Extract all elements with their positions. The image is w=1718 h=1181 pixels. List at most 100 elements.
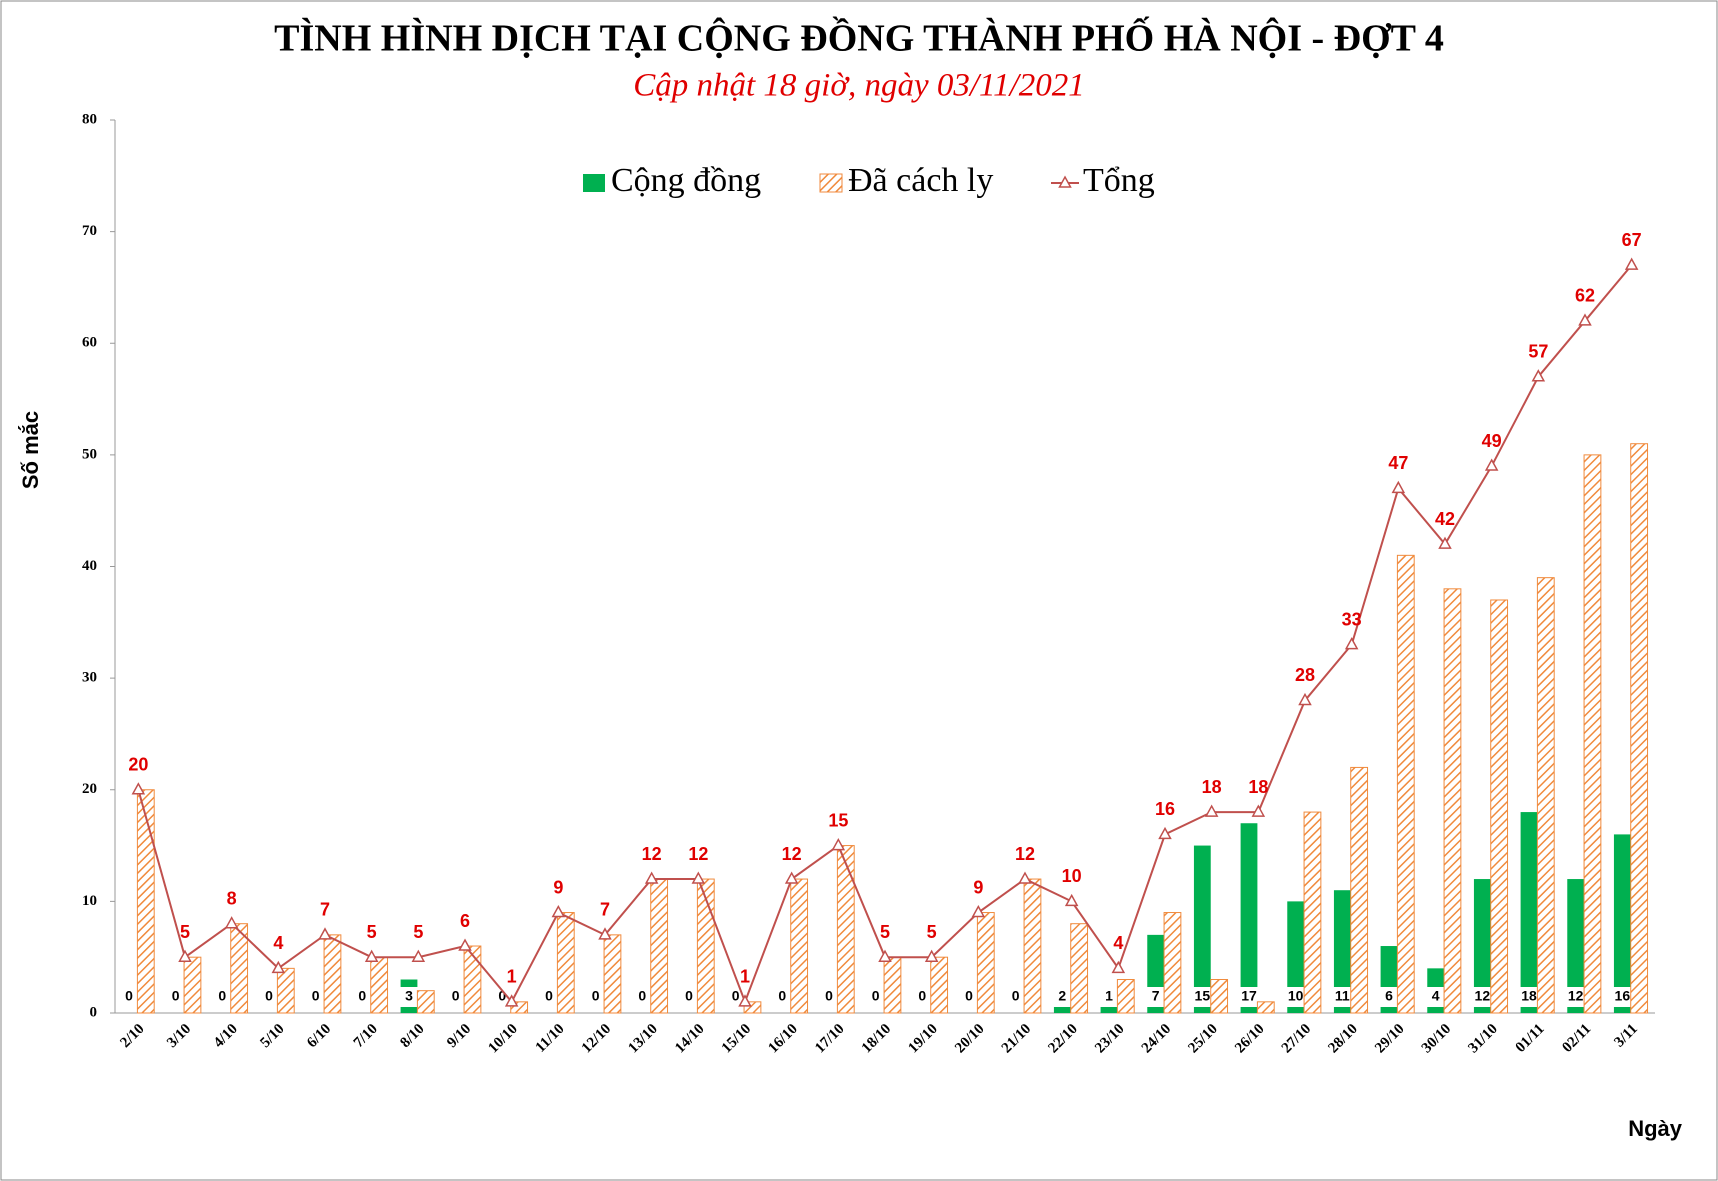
bar (1240, 823, 1258, 1013)
bar (743, 1001, 762, 1014)
bar (603, 934, 622, 1014)
value-label: 16 (1615, 988, 1631, 1004)
value-label: 6 (460, 911, 470, 931)
bar (1210, 979, 1229, 1014)
value-label: 18 (1521, 988, 1537, 1004)
value-label-box (1564, 987, 1587, 1007)
value-label-box (444, 987, 467, 1007)
value-label-box (911, 987, 934, 1007)
bar (136, 789, 155, 1014)
marker (878, 949, 892, 962)
value-label: 0 (498, 988, 506, 1004)
marker (1251, 804, 1266, 817)
value-label: 6 (1385, 988, 1393, 1004)
legend: Cộng đồng Đã cách ly Tổng (583, 162, 1155, 199)
marker (224, 916, 239, 929)
value-label: 0 (358, 988, 366, 1004)
value-label: 0 (965, 988, 973, 1004)
chart-title: TÌNH HÌNH DỊCH TẠI CỘNG ĐỒNG THÀNH PHỐ H… (274, 16, 1444, 60)
bar (370, 956, 389, 1014)
value-label-box (398, 987, 420, 1007)
value-label: 10 (1288, 988, 1304, 1004)
bar (1100, 1001, 1118, 1013)
bar (510, 1001, 529, 1014)
bar (463, 945, 482, 1014)
bar (1023, 878, 1042, 1014)
value-label-box (1424, 987, 1447, 1007)
value-label-box (211, 987, 234, 1007)
value-label: 17 (1241, 988, 1257, 1004)
value-label: 15 (828, 810, 848, 830)
marker (1158, 826, 1172, 840)
value-label-box (818, 987, 840, 1007)
value-label-box (304, 987, 327, 1007)
value-label: 9 (973, 877, 983, 897)
value-label: 0 (218, 988, 226, 1004)
value-label: 15 (1195, 988, 1211, 1004)
bar (1287, 901, 1305, 1013)
marker (318, 927, 332, 940)
value-label-box (1611, 987, 1634, 1007)
value-label: 49 (1482, 431, 1502, 451)
value-label: 47 (1388, 453, 1408, 473)
value-label: 4 (273, 933, 283, 953)
value-label: 0 (1012, 988, 1020, 1004)
bar (790, 878, 809, 1014)
marker (924, 949, 939, 962)
marker (131, 782, 146, 795)
legend-label: Tổng (1083, 162, 1155, 199)
value-label-box (1004, 987, 1027, 1007)
legend-marker (1058, 175, 1072, 188)
marker (1578, 313, 1592, 326)
value-label-box (1144, 987, 1167, 1007)
value-label: 33 (1342, 609, 1362, 629)
marker (738, 994, 752, 1007)
marker (551, 904, 566, 918)
y-tick-label: 80 (82, 111, 97, 127)
marker (504, 994, 519, 1007)
value-label-box (118, 987, 140, 1007)
marker (1438, 536, 1452, 549)
marker (644, 871, 659, 884)
marker (1624, 257, 1639, 270)
bar (1613, 834, 1631, 1013)
value-label: 0 (265, 988, 273, 1004)
value-label: 4 (1432, 988, 1440, 1004)
value-label: 0 (125, 988, 133, 1004)
value-label-box (1238, 987, 1260, 1007)
bar (976, 912, 995, 1014)
value-label-box (584, 987, 607, 1007)
value-label: 5 (180, 922, 190, 942)
value-label: 67 (1622, 230, 1642, 250)
value-label: 0 (825, 988, 833, 1004)
bar (1536, 577, 1555, 1014)
y-tick-label: 70 (82, 223, 97, 239)
value-label-box (1331, 987, 1354, 1007)
value-label-box (258, 987, 280, 1007)
value-label: 11 (1335, 988, 1350, 1004)
marker (1204, 804, 1219, 817)
marker (458, 938, 472, 951)
marker (1298, 692, 1312, 706)
bar (1443, 588, 1462, 1014)
value-label-box (1051, 987, 1074, 1007)
y-tick-label: 50 (82, 446, 97, 462)
bar (650, 878, 669, 1014)
marker (784, 871, 799, 884)
marker (411, 949, 426, 962)
bar (1256, 1001, 1275, 1014)
marker (598, 927, 612, 940)
value-label: 7 (1152, 988, 1160, 1004)
value-label-box (1378, 987, 1400, 1007)
value-label: 0 (592, 988, 600, 1004)
marker (364, 949, 379, 962)
chart-subtitle: Cập nhật 18 giờ, ngày 03/11/2021 (633, 68, 1085, 104)
bar (416, 990, 435, 1014)
marker (691, 871, 706, 884)
value-label: 16 (1155, 799, 1175, 819)
marker (271, 960, 286, 974)
y-tick-label: 20 (82, 781, 97, 797)
marker (831, 838, 846, 851)
value-label-box (351, 987, 374, 1007)
bar (930, 956, 949, 1014)
